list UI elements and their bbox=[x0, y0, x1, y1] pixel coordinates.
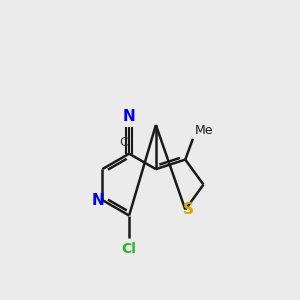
Text: N: N bbox=[92, 193, 104, 208]
Text: N: N bbox=[123, 109, 136, 124]
Text: Me: Me bbox=[194, 124, 213, 137]
Text: Cl: Cl bbox=[122, 242, 136, 256]
Text: S: S bbox=[183, 202, 194, 217]
Text: C: C bbox=[119, 136, 128, 149]
